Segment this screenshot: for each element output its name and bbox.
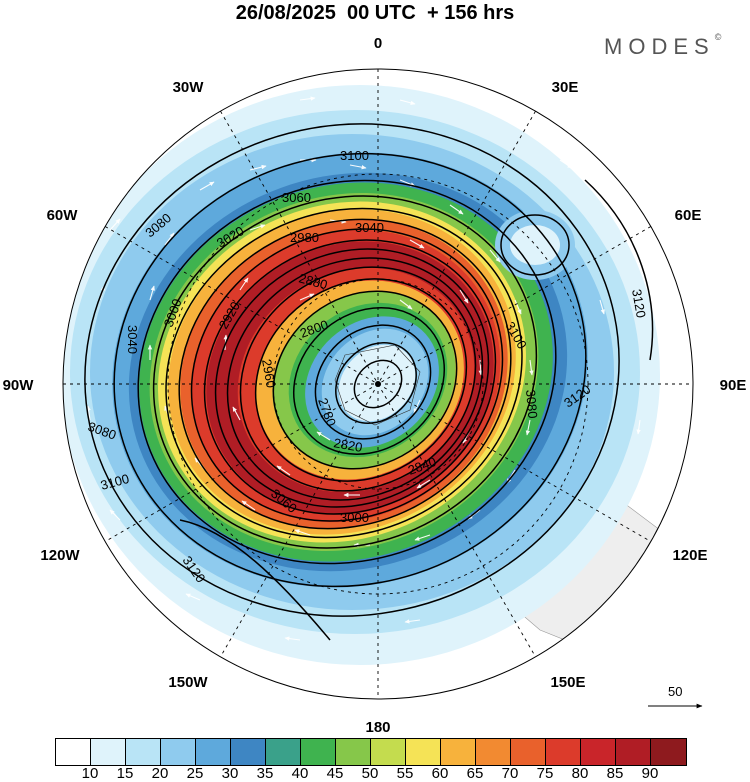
- map-title: 26/08/2025 00 UTC + 156 hrs: [235, 2, 515, 24]
- colorbar-box: [301, 739, 336, 765]
- geopotential-contours: [84, 123, 654, 641]
- colorbar-tick-label: 55: [396, 765, 414, 782]
- colorbar-box: [196, 739, 231, 765]
- colorbar-box: [441, 739, 476, 765]
- lon-label-30w: 30W: [173, 79, 205, 96]
- graticule: [63, 69, 693, 699]
- colorbar-tick-label: 35: [256, 765, 274, 782]
- contour-label: 3120: [629, 288, 649, 319]
- colorbar-tick-label: 70: [501, 765, 519, 782]
- contour-label: 2880: [297, 270, 329, 292]
- colorbar-tick-label: 50: [361, 765, 379, 782]
- colorbar-box: [406, 739, 441, 765]
- lon-label-90e: 90E: [720, 377, 747, 394]
- colorbar-tick-label: 90: [641, 765, 659, 782]
- colorbar-tick-label: 20: [151, 765, 169, 782]
- lon-label-0: 0: [374, 35, 382, 52]
- colorbar-box: [126, 739, 161, 765]
- contour-label: 3060: [282, 190, 311, 205]
- map-boundary: [62, 68, 694, 700]
- colorbar-tick-label: 85: [606, 765, 624, 782]
- pole-marker: [375, 381, 381, 387]
- colorbar-tick-label: 15: [116, 765, 134, 782]
- colorbar-box: [546, 739, 581, 765]
- colorbar-box: [581, 739, 616, 765]
- brand-mark: ©: [714, 32, 722, 42]
- lon-label-150e: 150E: [550, 674, 585, 691]
- colorbar-tick-label: 45: [326, 765, 344, 782]
- colorbar-tick-label: 80: [571, 765, 589, 782]
- colorbar: [55, 738, 687, 766]
- colorbar-tick-label: 10: [81, 765, 99, 782]
- contour-label: 3100: [99, 471, 131, 493]
- longitude-labels: 0 30E 60E 90E 120E 150E 180 150W 120W 90…: [3, 35, 747, 736]
- contour-label: 3100: [340, 148, 369, 163]
- lon-label-30e: 30E: [552, 79, 579, 96]
- colorbar-tick-label: 40: [291, 765, 309, 782]
- colorbar-box: [161, 739, 196, 765]
- lon-label-120e: 120E: [672, 547, 707, 564]
- lon-label-60e: 60E: [675, 207, 702, 224]
- colorbar-tick-label: 65: [466, 765, 484, 782]
- lon-label-180: 180: [365, 719, 390, 736]
- contour-label: 3040: [125, 325, 140, 354]
- contour-label: 2960: [259, 358, 279, 389]
- brand-logo: MODES©: [604, 32, 722, 60]
- colorbar-tick-label: 60: [431, 765, 449, 782]
- lon-label-150w: 150W: [168, 674, 208, 691]
- colorbar-tick-label: 30: [221, 765, 239, 782]
- colorbar-box: [56, 739, 91, 765]
- colorbar-box: [651, 739, 686, 765]
- colorbar-box: [266, 739, 301, 765]
- polar-map: 0 30E 60E 90E 120E 150E 180 150W 120W 90…: [3, 35, 747, 736]
- colorbar-tick-label: 75: [536, 765, 554, 782]
- colorbar-box: [336, 739, 371, 765]
- brand-name: MODES: [604, 34, 715, 59]
- lon-label-60w: 60W: [47, 207, 79, 224]
- colorbar-box: [231, 739, 266, 765]
- contour-label: 3080: [523, 389, 540, 419]
- wind-vectors: [86, 96, 641, 641]
- lon-label-90w: 90W: [3, 377, 35, 394]
- vector-scale-arrow: [648, 703, 703, 709]
- colorbar-box: [616, 739, 651, 765]
- contour-label: 2820: [332, 435, 363, 455]
- colorbar-box: [511, 739, 546, 765]
- wind-speed-field: [63, 69, 693, 699]
- colorbar-box: [476, 739, 511, 765]
- vector-scale-label: 50: [668, 684, 683, 699]
- colorbar-box: [91, 739, 126, 765]
- contour-label: 3000: [340, 510, 369, 525]
- contour-label: 2980: [290, 230, 319, 245]
- colorbar-tick-label: 25: [186, 765, 204, 782]
- contour-label: 3040: [355, 220, 384, 235]
- lon-label-120w: 120W: [40, 547, 80, 564]
- colorbar-box: [371, 739, 406, 765]
